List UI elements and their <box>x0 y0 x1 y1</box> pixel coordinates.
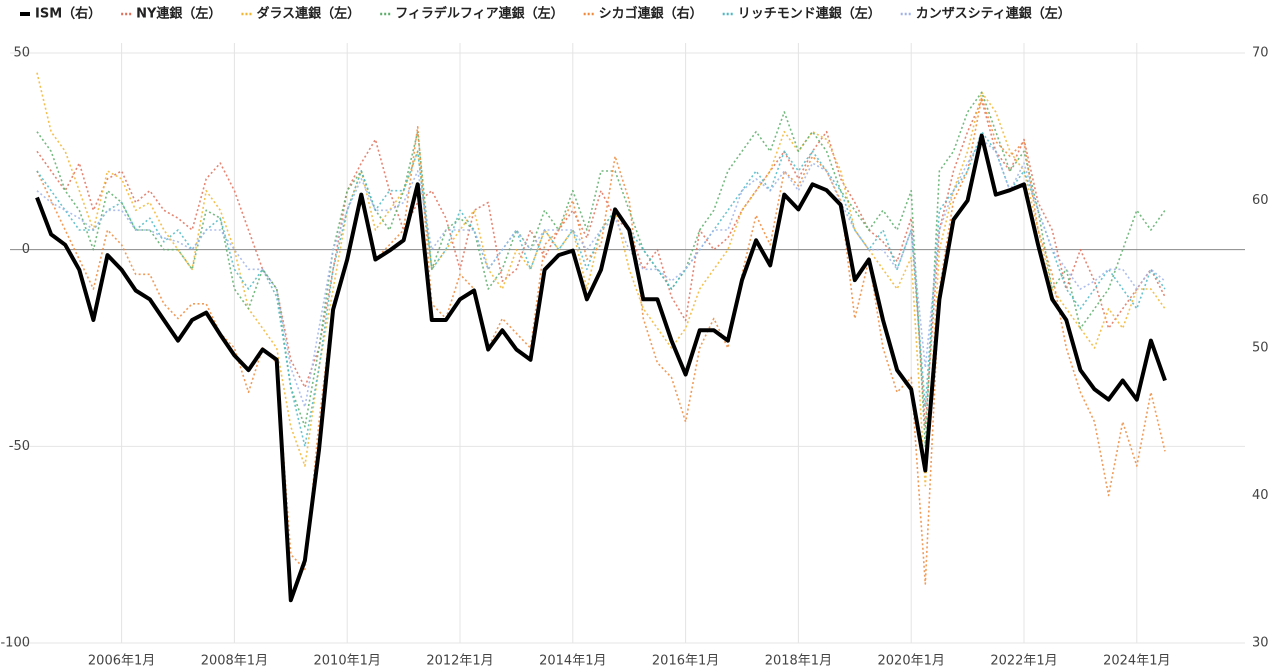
y-tick-label: -100 <box>0 636 30 651</box>
y2-tick-label: 30 <box>1252 636 1269 651</box>
y-tick-label: 0 <box>22 242 30 257</box>
series-line <box>36 96 1166 585</box>
y2-tick-label: 50 <box>1252 341 1269 356</box>
series-line <box>36 72 1166 487</box>
legend: ISM（右） NY連銀（左） ダラス連銀（左） フィラデルフィア連銀（左） シカゴ連銀（… <box>20 6 1071 22</box>
x-tick-label: 2014年1月 <box>539 654 606 669</box>
legend-label: フィラデルフィア連銀（左） <box>395 6 563 22</box>
y-tick-label: -50 <box>9 439 30 454</box>
series-line <box>36 130 1166 448</box>
y2-tick-label: 40 <box>1252 488 1269 503</box>
x-tick-label: 2024年1月 <box>1103 654 1170 669</box>
legend-label: NY連銀（左） <box>136 6 221 22</box>
x-tick-label: 2020年1月 <box>878 654 945 669</box>
series-line <box>36 138 1166 408</box>
x-tick-label: 2018年1月 <box>765 654 832 669</box>
series-line <box>35 133 1167 603</box>
legend-label: シカゴ連銀（右） <box>599 6 703 22</box>
x-tick-label: 2006年1月 <box>88 654 155 669</box>
x-tick-label: 2008年1月 <box>201 654 268 669</box>
legend-label: カンザスシティ連銀（左） <box>916 6 1071 22</box>
x-tick-label: 2022年1月 <box>990 654 1057 669</box>
y2-tick-label: 70 <box>1252 46 1269 61</box>
y-tick-label: 50 <box>13 46 30 61</box>
x-tick-label: 2016年1月 <box>652 654 719 669</box>
legend-label: ISM（右） <box>35 6 101 22</box>
x-tick-label: 2010年1月 <box>314 654 381 669</box>
legend-label: リッチモンド連銀（左） <box>738 6 881 22</box>
y2-tick-label: 60 <box>1252 193 1269 208</box>
legend-label: ダラス連銀（左） <box>256 6 360 22</box>
series-line <box>36 99 1166 428</box>
series-line <box>36 91 1166 448</box>
x-tick-label: 2012年1月 <box>426 654 493 669</box>
